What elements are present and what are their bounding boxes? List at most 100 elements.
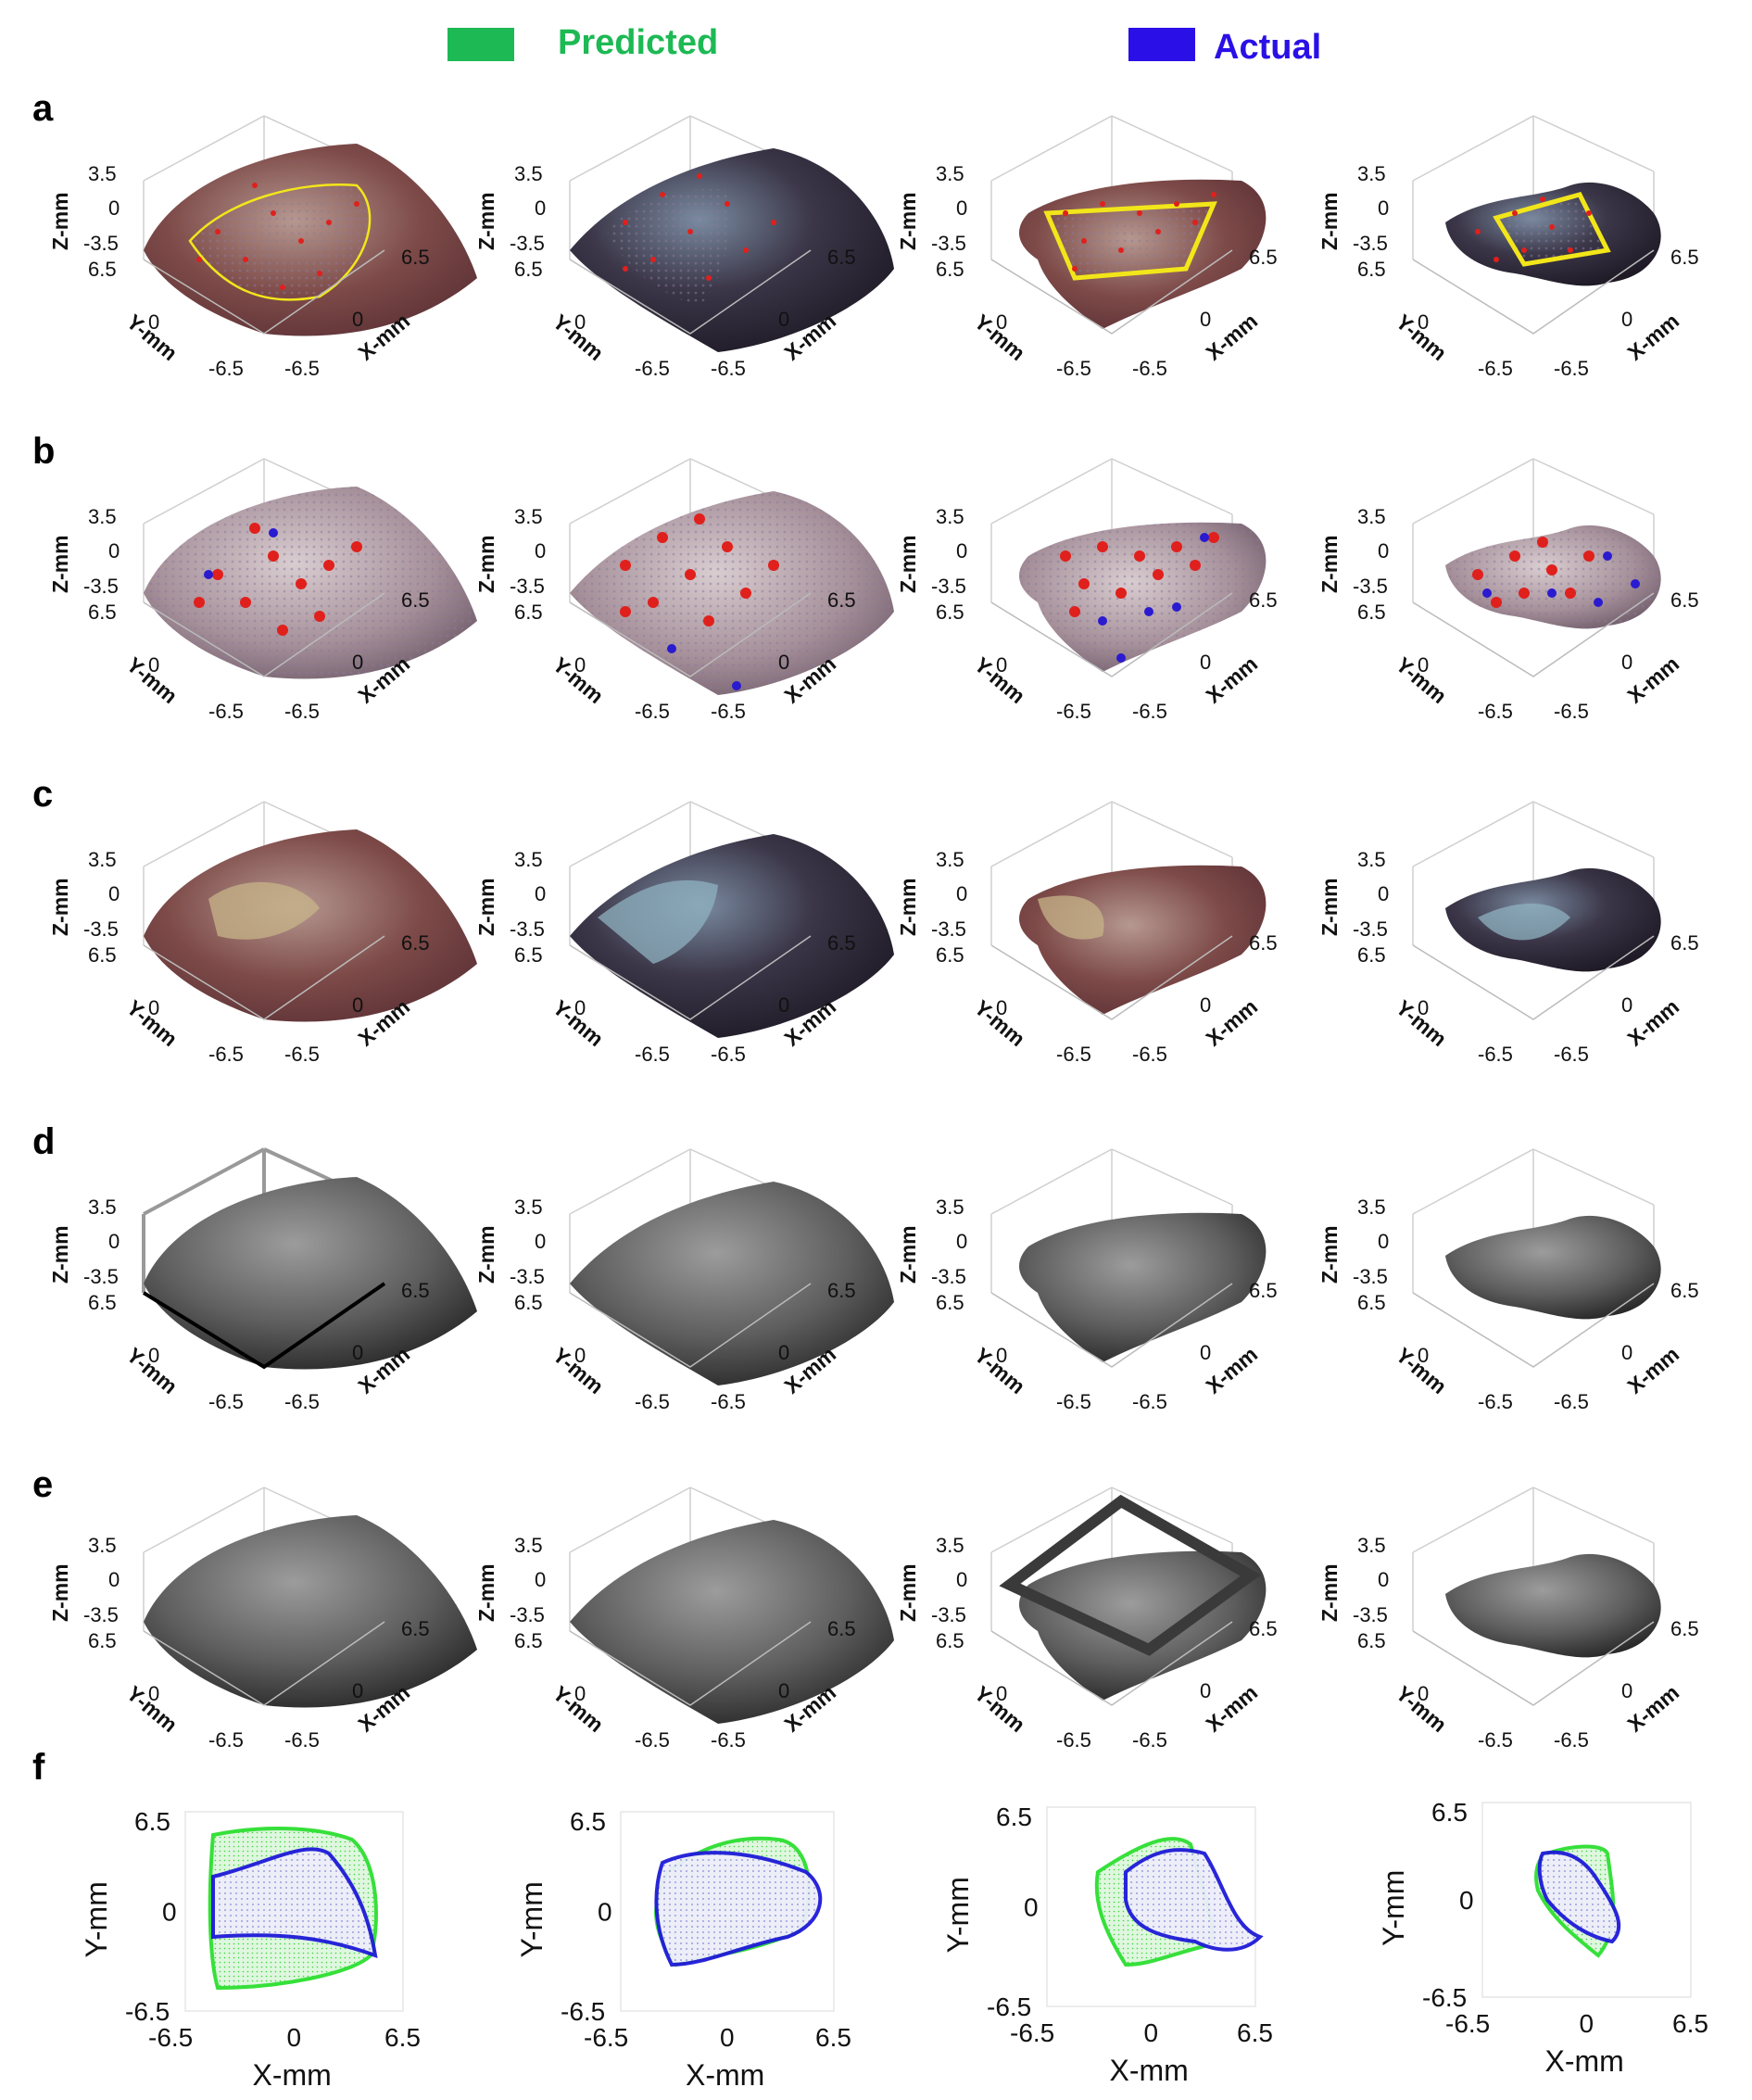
y-tick-label: -6.5 bbox=[1478, 357, 1513, 380]
predicted-region-outline bbox=[188, 183, 372, 301]
predicted-region-outline bbox=[607, 189, 730, 306]
x-axis-label: X-mm bbox=[1110, 2054, 1189, 2087]
z-axis-label: Z-mm bbox=[48, 878, 72, 936]
tissue-surface bbox=[570, 834, 894, 1038]
x-tick-label: -6.5 bbox=[1132, 700, 1167, 723]
y-tick-label: 0 bbox=[1418, 1344, 1429, 1367]
z-tick-label: -3.5 bbox=[510, 917, 545, 941]
z-tick-label: 0 bbox=[1378, 196, 1389, 220]
y-tick-label: 6.5 bbox=[514, 601, 543, 624]
x-tick-label: 0 bbox=[1580, 2009, 1594, 2038]
x-tick-label: 0 bbox=[778, 1679, 789, 1702]
red-marker-dot bbox=[1115, 588, 1127, 599]
row-letter-a: a bbox=[32, 88, 54, 129]
red-marker-dot bbox=[194, 597, 205, 608]
z-tick-label: 3.5 bbox=[936, 1534, 964, 1557]
z-tick-label: -3.5 bbox=[931, 1603, 966, 1626]
y-tick-label: -6.5 bbox=[561, 1997, 605, 2026]
red-marker-dot bbox=[685, 569, 696, 580]
y-tick-label: 0 bbox=[148, 1682, 159, 1705]
y-tick-label: 6.5 bbox=[1357, 258, 1386, 281]
z-axis-label: Z-mm bbox=[896, 192, 920, 250]
red-marker-dot bbox=[687, 229, 693, 234]
panels-3d: 3.50-3.56.50-6.56.50-6.5Z-mmY-mm X-mm3.50… bbox=[48, 115, 1699, 1752]
x-tick-label: 6.5 bbox=[1249, 246, 1278, 269]
axis-box-back bbox=[990, 801, 1233, 945]
x-tick-label: 6.5 bbox=[1249, 588, 1278, 612]
z-tick-label: 0 bbox=[108, 539, 120, 563]
blue-marker-dot bbox=[1482, 588, 1492, 598]
axis-front-edges bbox=[569, 592, 812, 677]
z-tick-label: 3.5 bbox=[1357, 162, 1386, 185]
panel-e-1: 3.50-3.56.50-6.56.50-6.5Z-mmY-mm X-mm bbox=[48, 1486, 477, 1752]
z-tick-label: 0 bbox=[535, 196, 546, 220]
red-marker-dot bbox=[1078, 578, 1090, 589]
y-tick-label: 6.5 bbox=[514, 943, 543, 967]
legend-swatch-predicted bbox=[447, 28, 514, 61]
z-axis-label: Z-mm bbox=[896, 1563, 920, 1622]
red-marker-dot bbox=[1583, 550, 1594, 562]
x-tick-label: 0 bbox=[1621, 1679, 1632, 1702]
z-tick-label: -3.5 bbox=[510, 232, 545, 255]
red-marker-dot bbox=[703, 615, 714, 626]
tissue-surface bbox=[1019, 1550, 1267, 1701]
red-marker-dot bbox=[706, 275, 712, 281]
z-tick-label: 0 bbox=[108, 882, 120, 905]
red-marker-dot bbox=[1512, 210, 1518, 216]
y-tick-label: -6.5 bbox=[1478, 1390, 1513, 1413]
lesion-highlight bbox=[1038, 895, 1104, 940]
red-marker-dot bbox=[252, 183, 258, 188]
blue-marker-dot bbox=[667, 644, 676, 653]
x-tick-label: 0 bbox=[1200, 1679, 1211, 1702]
y-tick-label: -6.5 bbox=[1056, 1043, 1091, 1066]
red-marker-dot bbox=[1072, 266, 1078, 272]
z-tick-label: 0 bbox=[108, 196, 120, 220]
x-tick-label: 0 bbox=[352, 308, 363, 331]
row-letter-d: d bbox=[32, 1121, 55, 1162]
x-tick-label: 6.5 bbox=[815, 2023, 851, 2052]
z-tick-label: 3.5 bbox=[514, 848, 543, 871]
y-tick-label: 6.5 bbox=[1357, 601, 1386, 624]
tissue-surface bbox=[144, 1177, 477, 1370]
panel-e-2: 3.50-3.56.50-6.56.50-6.5Z-mmY-mm X-mm bbox=[474, 1486, 894, 1752]
row-letter-e: e bbox=[32, 1464, 53, 1505]
axis-front-edges bbox=[990, 592, 1233, 677]
y-tick-label: 0 bbox=[1459, 1886, 1474, 1915]
x-tick-label: 6.5 bbox=[827, 246, 856, 269]
axis-box-back bbox=[1412, 458, 1655, 602]
z-tick-label: -3.5 bbox=[83, 1603, 119, 1626]
surface-grid-dots bbox=[1019, 522, 1267, 672]
z-axis-label: Z-mm bbox=[474, 535, 498, 593]
y-tick-label: 6.5 bbox=[1431, 1798, 1468, 1827]
panel-a-1: 3.50-3.56.50-6.56.50-6.5Z-mmY-mm X-mm bbox=[48, 115, 477, 380]
y-tick-label: -6.5 bbox=[1056, 1390, 1091, 1413]
y-tick-label: 6.5 bbox=[88, 601, 117, 624]
z-tick-label: 3.5 bbox=[514, 1534, 543, 1557]
red-marker-dot bbox=[1171, 541, 1182, 552]
y-tick-label: -6.5 bbox=[1422, 1983, 1467, 2012]
y-tick-label: -6.5 bbox=[1056, 357, 1091, 380]
y-tick-label: 0 bbox=[1418, 310, 1429, 334]
x-tick-label: -6.5 bbox=[284, 1390, 320, 1413]
z-tick-label: 3.5 bbox=[88, 1534, 117, 1557]
y-tick-label: -6.5 bbox=[125, 1997, 170, 2026]
tissue-surface bbox=[144, 829, 477, 1022]
x-tick-label: -6.5 bbox=[1554, 1043, 1589, 1066]
z-tick-label: 3.5 bbox=[936, 848, 964, 871]
panel-e-3: 3.50-3.56.50-6.56.50-6.5Z-mmY-mm X-mm bbox=[896, 1486, 1278, 1752]
red-marker-dot bbox=[249, 523, 260, 534]
y-tick-label: -6.5 bbox=[635, 700, 670, 723]
x-tick-label: 0 bbox=[778, 993, 789, 1017]
panel-d-2: 3.50-3.56.50-6.56.50-6.5Z-mmY-mm X-mm bbox=[474, 1148, 894, 1413]
red-marker-dot bbox=[1155, 229, 1161, 234]
x-tick-label: 0 bbox=[1621, 651, 1632, 674]
axis-front-edges bbox=[569, 249, 812, 335]
y-tick-label: 6.5 bbox=[514, 258, 543, 281]
z-axis-label: Z-mm bbox=[48, 535, 72, 593]
panel-d-3: 3.50-3.56.50-6.56.50-6.5Z-mmY-mm X-mm bbox=[896, 1148, 1278, 1413]
panel-c-4: 3.50-3.56.50-6.56.50-6.5Z-mmY-mm X-mm bbox=[1317, 801, 1699, 1066]
x-tick-label: 0 bbox=[352, 1679, 363, 1702]
panel-f-2: 6.5 0 -6.5-6.5 0 6.5 X-mm Y-mm bbox=[515, 1807, 851, 2092]
y-tick-label: 6.5 bbox=[1357, 943, 1386, 967]
x-tick-label: 6.5 bbox=[401, 588, 430, 612]
